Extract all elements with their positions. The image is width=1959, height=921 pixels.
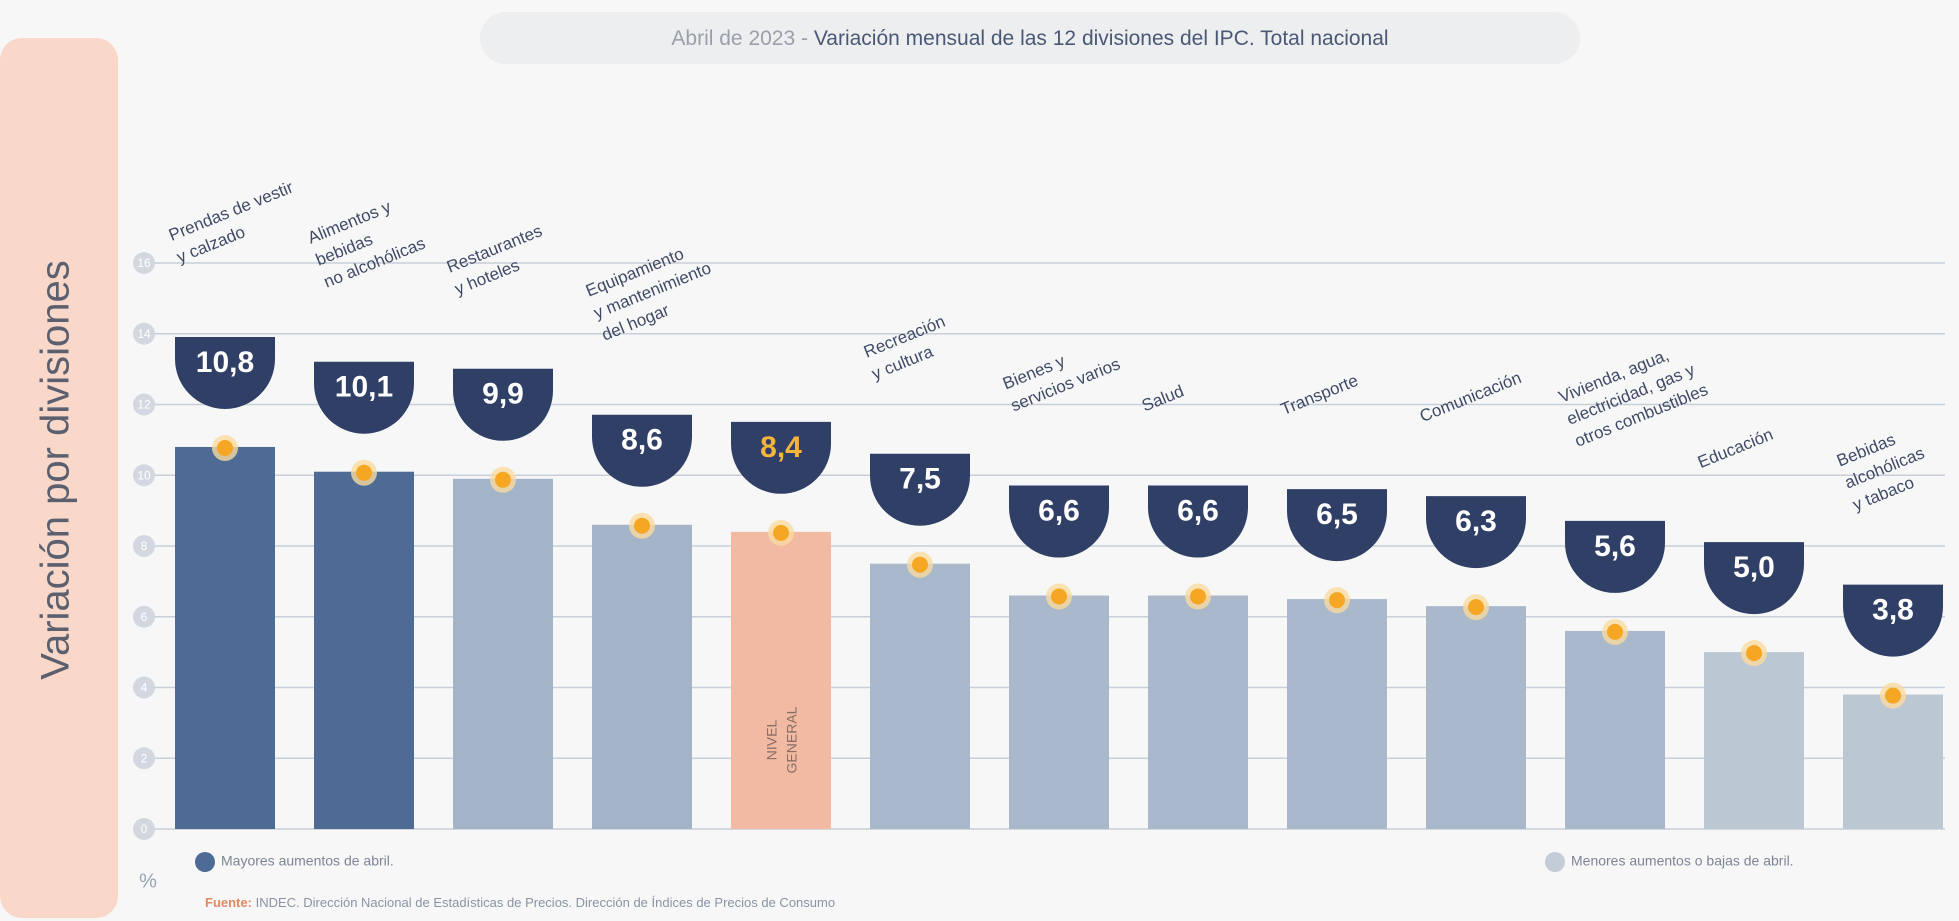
bar (1843, 694, 1943, 829)
y-tick-label: 6 (141, 610, 148, 624)
source-prefix: Fuente: (205, 895, 252, 910)
y-label-band (0, 38, 118, 918)
bar (870, 563, 970, 829)
source-text: INDEC. Dirección Nacional de Estadística… (256, 895, 835, 910)
y-tick-label: 12 (137, 398, 151, 412)
highlight-label: NIVEL (764, 720, 780, 761)
value-dot (495, 471, 511, 488)
value-label: 6,6 (1038, 494, 1080, 527)
y-axis-label: Variación por divisiones (34, 260, 78, 679)
value-label: 3,8 (1872, 593, 1914, 626)
title-pill (480, 12, 1580, 64)
y-tick-marker (133, 252, 155, 274)
value-badge (453, 368, 553, 441)
bar (1009, 595, 1109, 829)
value-badge (870, 453, 970, 526)
bar (314, 471, 414, 829)
value-label: 8,6 (621, 424, 663, 457)
value-dot (356, 464, 372, 481)
value-dot (1885, 687, 1901, 704)
y-tick-marker (133, 747, 155, 770)
bar (1426, 606, 1526, 829)
value-badge (1426, 496, 1526, 569)
value-label: 9,9 (482, 378, 524, 411)
legend-marker (195, 852, 215, 872)
y-tick-marker (133, 818, 155, 840)
bar (1148, 595, 1248, 829)
y-tick-label: 4 (141, 681, 148, 695)
value-badge (1148, 485, 1248, 558)
value-label: 6,3 (1455, 505, 1497, 538)
value-dot (773, 524, 789, 541)
legend-marker (1545, 852, 1565, 872)
value-dot (634, 517, 650, 534)
value-badge (1009, 485, 1109, 558)
bar (1704, 652, 1804, 829)
value-dot (1468, 599, 1484, 616)
y-tick-marker (133, 322, 155, 345)
y-tick-label: 8 (141, 539, 148, 553)
value-dot (1746, 645, 1762, 662)
bar (175, 446, 275, 829)
value-label: 6,6 (1177, 494, 1219, 527)
value-label: 5,6 (1594, 530, 1636, 563)
legend-label: Mayores aumentos de abril. (221, 853, 394, 869)
value-badge (314, 361, 414, 434)
value-dot (1329, 592, 1345, 609)
value-dot (1190, 588, 1206, 605)
value-dot (912, 556, 928, 573)
value-label: 5,0 (1733, 551, 1775, 584)
bar (1287, 599, 1387, 829)
bar (731, 531, 831, 829)
value-label: 8,4 (760, 431, 802, 464)
value-badge (175, 336, 275, 409)
y-tick-label: 0 (141, 822, 148, 836)
y-tick-label: 10 (137, 468, 151, 482)
bar (592, 524, 692, 829)
title-main: Variación mensual de las 12 divisiones d… (814, 27, 1389, 50)
value-badge (1565, 520, 1665, 593)
title: Abril de 2023 - Variación mensual de las… (671, 27, 1388, 50)
legend-label: Menores aumentos o bajas de abril. (1571, 853, 1794, 869)
y-tick-marker (133, 393, 155, 416)
value-badge (1704, 542, 1804, 615)
value-label: 7,5 (899, 463, 941, 496)
value-badge (1843, 584, 1943, 657)
value-badge (731, 421, 831, 494)
bar (453, 478, 553, 829)
value-dot (1607, 623, 1623, 640)
y-tick-label: 14 (137, 327, 151, 341)
y-tick-marker (133, 535, 155, 557)
unit: % (139, 870, 157, 892)
y-tick-marker (133, 676, 155, 699)
y-tick-marker (133, 464, 155, 487)
value-label: 10,1 (335, 371, 393, 404)
y-tick-marker (133, 605, 155, 628)
bar (1565, 630, 1665, 829)
highlight-label: GENERAL (784, 706, 800, 773)
source: Fuente: INDEC. Dirección Nacional de Est… (205, 895, 835, 910)
value-label: 6,5 (1316, 498, 1358, 531)
value-badge (1287, 489, 1387, 562)
y-tick-label: 2 (141, 751, 148, 765)
value-dot (217, 439, 233, 456)
value-label: 10,8 (196, 346, 254, 379)
value-badge (592, 414, 692, 487)
y-tick-label: 16 (137, 256, 151, 270)
value-dot (1051, 588, 1067, 605)
title-prefix: Abril de 2023 - (671, 27, 808, 50)
